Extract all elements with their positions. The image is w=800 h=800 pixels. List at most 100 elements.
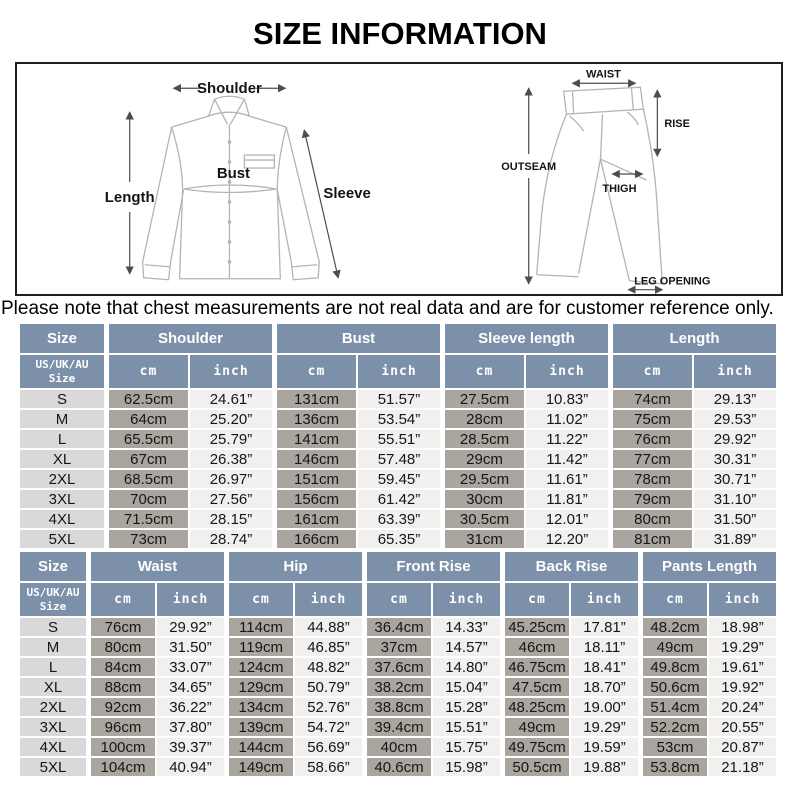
inch-cell: 36.22” (157, 698, 224, 716)
inch-cell: 24.61” (190, 390, 272, 408)
size-cell: XL (20, 450, 104, 468)
table-row: 5XL 73cm 28.74” 166cm 65.35” 31cm 12.20” 81cm 31… (20, 530, 776, 548)
inch-cell: 61.42” (358, 490, 440, 508)
inch-cell: 11.42” (526, 450, 608, 468)
size-cell: 4XL (20, 738, 86, 756)
inch-cell: 15.04” (433, 678, 500, 696)
table-row: L 65.5cm 25.79” 141cm 55.51” 28.5cm 11.22” 76cm… (20, 430, 776, 448)
pants-drawing (535, 86, 663, 285)
cm-cell: 141cm (274, 430, 356, 448)
cm-cell: 65.5cm (106, 430, 188, 448)
table-row: 4XL 100cm 39.37” 144cm 56.69” 40cm 15.75” 49.75… (20, 738, 776, 756)
inch-cell: 18.41” (571, 658, 638, 676)
shoulder-label: Shoulder (197, 80, 262, 97)
measurement-diagram-box: Shoulder Length Bust Sleeve (15, 62, 783, 296)
cm-cell: 74cm (610, 390, 692, 408)
group-header: Back Rise (502, 552, 638, 581)
inch-cell: 25.20” (190, 410, 272, 428)
inch-cell: 28.74” (190, 530, 272, 548)
cm-cell: 73cm (106, 530, 188, 548)
inch-cell: 18.11” (571, 638, 638, 656)
inch-cell: 25.79” (190, 430, 272, 448)
inch-cell: 11.22” (526, 430, 608, 448)
inch-header: inch (157, 583, 224, 616)
cm-header: cm (226, 583, 293, 616)
cm-cell: 49cm (502, 718, 569, 736)
cm-cell: 79cm (610, 490, 692, 508)
inch-cell: 33.07” (157, 658, 224, 676)
inch-cell: 46.85” (295, 638, 362, 656)
group-header: Bust (274, 324, 440, 353)
inch-cell: 51.57” (358, 390, 440, 408)
cm-cell: 139cm (226, 718, 293, 736)
size-cell: 4XL (20, 510, 104, 528)
rise-label: RISE (664, 118, 690, 130)
cm-cell: 62.5cm (106, 390, 188, 408)
cm-cell: 46cm (502, 638, 569, 656)
group-header: Length (610, 324, 776, 353)
pants-measure-arrows (524, 79, 664, 294)
cm-cell: 70cm (106, 490, 188, 508)
cm-cell: 38.8cm (364, 698, 431, 716)
cm-cell: 156cm (274, 490, 356, 508)
cm-cell: 67cm (106, 450, 188, 468)
cm-cell: 48.2cm (640, 618, 707, 636)
table-row: S 62.5cm 24.61” 131cm 51.57” 27.5cm 10.83” 74cm… (20, 390, 776, 408)
unit-header-row: US/UK/AU Size cm inch cm inch cm inch cm inch cm i… (20, 583, 776, 616)
cm-cell: 36.4cm (364, 618, 431, 636)
inch-cell: 65.35” (358, 530, 440, 548)
inch-cell: 14.33” (433, 618, 500, 636)
cm-cell: 29cm (442, 450, 524, 468)
inch-header: inch (694, 355, 776, 388)
cm-cell: 92cm (88, 698, 155, 716)
table-row: L 84cm 33.07” 124cm 48.82” 37.6cm 14.80” 46.75c… (20, 658, 776, 676)
cm-cell: 30cm (442, 490, 524, 508)
pants-measurement-diagram: WAIST RISE OUTSEAM THIGH LEG OPENING (501, 68, 710, 294)
cm-cell: 46.75cm (502, 658, 569, 676)
size-cell: L (20, 430, 104, 448)
inch-cell: 15.51” (433, 718, 500, 736)
inch-cell: 14.80” (433, 658, 500, 676)
cm-cell: 166cm (274, 530, 356, 548)
inch-header: inch (433, 583, 500, 616)
inch-cell: 20.55” (709, 718, 776, 736)
inch-cell: 30.71” (694, 470, 776, 488)
cm-cell: 146cm (274, 450, 356, 468)
inch-header: inch (190, 355, 272, 388)
table-row: 4XL 71.5cm 28.15” 161cm 63.39” 30.5cm 12.01” 80… (20, 510, 776, 528)
inch-cell: 12.20” (526, 530, 608, 548)
sleeve-label: Sleeve (323, 185, 370, 202)
cm-cell: 30.5cm (442, 510, 524, 528)
cm-cell: 29.5cm (442, 470, 524, 488)
cm-cell: 129cm (226, 678, 293, 696)
outseam-label: OUTSEAM (501, 161, 556, 173)
table-row: M 64cm 25.20” 136cm 53.54” 28cm 11.02” 75cm 29.5… (20, 410, 776, 428)
size-cell: 5XL (20, 530, 104, 548)
cm-cell: 131cm (274, 390, 356, 408)
inch-cell: 31.89” (694, 530, 776, 548)
cm-cell: 50.5cm (502, 758, 569, 776)
inch-cell: 26.97” (190, 470, 272, 488)
inch-cell: 21.18” (709, 758, 776, 776)
cm-cell: 48.25cm (502, 698, 569, 716)
cm-cell: 76cm (610, 430, 692, 448)
inch-header: inch (526, 355, 608, 388)
cm-cell: 88cm (88, 678, 155, 696)
cm-cell: 37cm (364, 638, 431, 656)
group-header-row: Size Waist Hip Front Rise Back Rise Pants Len… (20, 552, 776, 581)
table-row: 3XL 70cm 27.56” 156cm 61.42” 30cm 11.81” 79cm 31… (20, 490, 776, 508)
cm-cell: 80cm (610, 510, 692, 528)
inch-cell: 37.80” (157, 718, 224, 736)
table-row: M 80cm 31.50” 119cm 46.85” 37cm 14.57” 46cm 18.1… (20, 638, 776, 656)
cm-header: cm (364, 583, 431, 616)
inch-cell: 44.88” (295, 618, 362, 636)
size-cell: 2XL (20, 470, 104, 488)
cm-cell: 149cm (226, 758, 293, 776)
cm-cell: 40cm (364, 738, 431, 756)
inch-cell: 63.39” (358, 510, 440, 528)
group-header: Hip (226, 552, 362, 581)
group-header: Shoulder (106, 324, 272, 353)
table-row: XL 67cm 26.38” 146cm 57.48” 29cm 11.42” 77cm 30.… (20, 450, 776, 468)
shirt-drawing (142, 95, 320, 281)
